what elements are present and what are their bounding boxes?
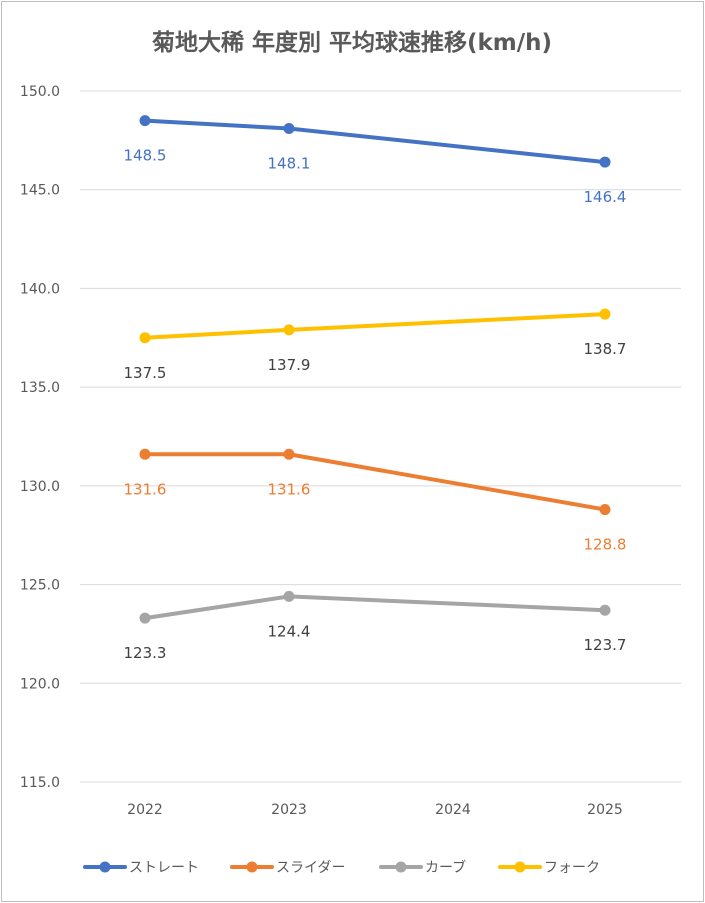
data-point [283,123,295,135]
data-point [599,604,611,616]
data-point [283,324,295,336]
y-tick-label: 150.0 [20,84,60,100]
series-group [139,115,611,624]
data-point [283,590,295,602]
legend-label: ストレート [129,860,199,876]
y-tick-label: 125.0 [20,578,60,594]
data-labels: 148.5 148.1 146.4 131.6 131.6 128.8 123.3 124.4… [124,147,627,663]
legend-marker [99,861,111,873]
data-label: 137.5 [124,364,167,382]
series-line [143,452,607,512]
data-point [599,308,611,320]
data-point [139,332,151,344]
legend-marker [246,861,258,873]
data-label: 123.3 [124,644,167,662]
data-label: 137.9 [268,356,311,374]
data-point [139,448,151,460]
legend: ストレート スライダー カーブ フォーク [83,859,600,876]
data-point [139,612,151,624]
data-label: 148.1 [268,155,311,173]
data-label: 123.7 [584,636,627,654]
legend-label: カーブ [425,859,466,876]
y-tick-label: 115.0 [20,775,60,791]
y-tick-label: 145.0 [20,183,60,199]
y-tick-label: 120.0 [20,676,60,692]
y-axis: 150.0 145.0 140.0 135.0 130.0 125.0 120.0 115.0 [20,84,60,791]
x-axis: 2022 2023 2024 2025 [127,802,623,818]
data-label: 124.4 [268,622,311,640]
data-label: 131.6 [124,480,167,498]
y-tick-label: 140.0 [20,281,60,297]
data-point [599,156,611,168]
legend-label: スライダー [276,860,345,876]
series-line [143,312,607,340]
data-label: 131.6 [268,480,311,498]
legend-marker [514,861,526,873]
data-point [139,115,151,127]
gridlines [80,90,681,783]
data-label: 138.7 [584,340,627,358]
x-tick-label: 2022 [127,802,163,818]
chart-title: 菊地大稀 年度別 平均球速推移(km/h) [152,29,552,56]
x-tick-label: 2023 [271,802,307,818]
legend-marker [395,861,407,873]
y-tick-label: 130.0 [20,479,60,495]
y-tick-label: 135.0 [20,380,60,396]
data-point [599,504,611,516]
series-line [143,594,607,621]
data-label: 148.5 [124,147,167,165]
x-tick-label: 2025 [587,802,623,818]
x-tick-label: 2024 [435,802,471,818]
legend-label: フォーク [544,860,600,876]
data-label: 146.4 [584,188,627,206]
series-line [143,118,607,165]
data-point [283,448,295,460]
data-label: 128.8 [584,536,627,554]
